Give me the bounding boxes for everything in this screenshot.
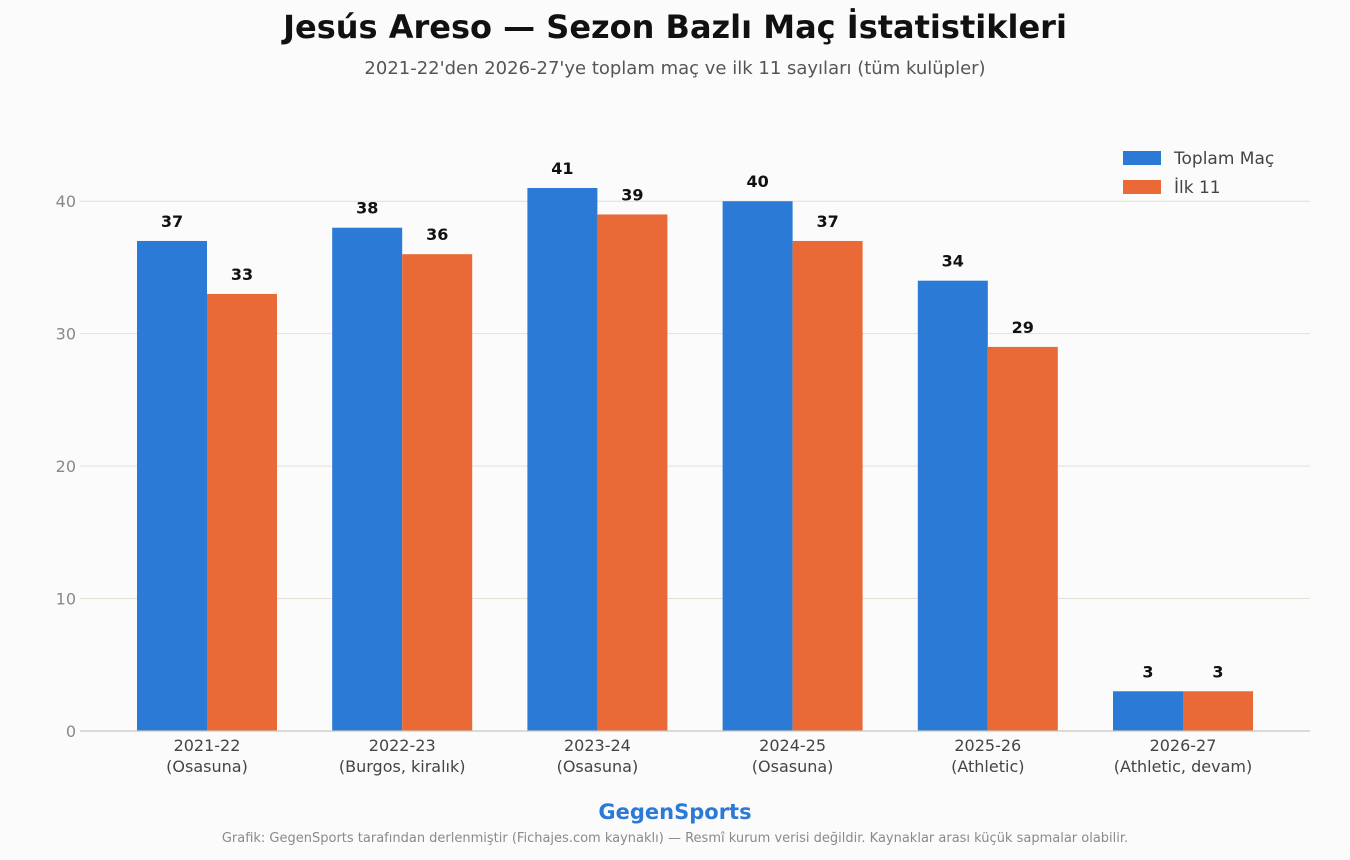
bar-ilk-11: [792, 240, 863, 731]
y-tick-label: 40: [56, 192, 76, 211]
bar-toplam-mac: [332, 227, 403, 731]
x-tick-label: (Osasuna): [166, 757, 248, 776]
legend-swatch: [1123, 180, 1161, 194]
x-tick-label: 2022-23: [369, 736, 436, 755]
bar-ilk-11: [207, 293, 277, 731]
y-tick-label: 10: [56, 590, 76, 609]
bar-toplam-mac: [137, 240, 207, 731]
data-label: 36: [426, 225, 448, 244]
x-tick-label: (Burgos, kiralık): [339, 757, 466, 776]
y-tick-label: 30: [56, 325, 76, 344]
bar-ilk-11: [1183, 691, 1253, 731]
x-tick-label: 2025-26: [954, 736, 1021, 755]
y-tick-label: 0: [66, 722, 76, 741]
data-label: 37: [816, 212, 838, 231]
bar-toplam-mac: [1113, 691, 1183, 731]
legend: Toplam Maç İlk 11: [1123, 149, 1274, 198]
bar-toplam-mac: [917, 280, 988, 731]
data-label: 33: [231, 265, 253, 284]
data-label: 3: [1212, 662, 1223, 681]
x-tick-label: 2026-27: [1150, 736, 1217, 755]
bar-ilk-11: [597, 214, 668, 731]
data-label: 41: [551, 159, 573, 178]
data-label: 39: [621, 185, 643, 204]
brand-name: GegenSports: [598, 800, 752, 824]
data-label: 37: [161, 212, 183, 231]
x-tick-label: 2023-24: [564, 736, 631, 755]
bar-ilk-11: [402, 254, 473, 731]
data-label: 40: [746, 172, 768, 191]
bar-ilk-11: [987, 346, 1058, 731]
x-tick-label: (Osasuna): [557, 757, 639, 776]
y-tick-label: 20: [56, 457, 76, 476]
chart-subtitle: 2021-22'den 2026-27'ye toplam maç ve ilk…: [364, 58, 986, 79]
data-label: 34: [942, 252, 964, 271]
footnote: Grafik: GegenSports tarafından derlenmiş…: [221, 831, 1129, 846]
grid-layer: [80, 200, 1310, 600]
x-tick-label: 2024-25: [759, 736, 826, 755]
axis-layer: 0 10 20 30 40 2021-22 (Osasuna) 2022-23 (Burgos,…: [56, 192, 1310, 776]
legend-swatch: [1123, 151, 1161, 165]
chart-title: Jesús Areso — Sezon Bazlı Maç İstatistik…: [283, 8, 1067, 46]
bar-toplam-mac: [722, 201, 793, 731]
data-label: 29: [1012, 318, 1034, 337]
legend-label: Toplam Maç: [1173, 149, 1274, 169]
x-tick-label: 2021-22: [174, 736, 241, 755]
bars-layer: [137, 187, 1253, 731]
legend-label: İlk 11: [1174, 177, 1221, 198]
data-label: 38: [356, 199, 378, 218]
x-tick-label: (Athletic): [951, 757, 1024, 776]
x-tick-label: (Athletic, devam): [1114, 757, 1252, 776]
bar-toplam-mac: [527, 187, 598, 731]
x-tick-label: (Osasuna): [752, 757, 834, 776]
data-label: 3: [1142, 662, 1153, 681]
